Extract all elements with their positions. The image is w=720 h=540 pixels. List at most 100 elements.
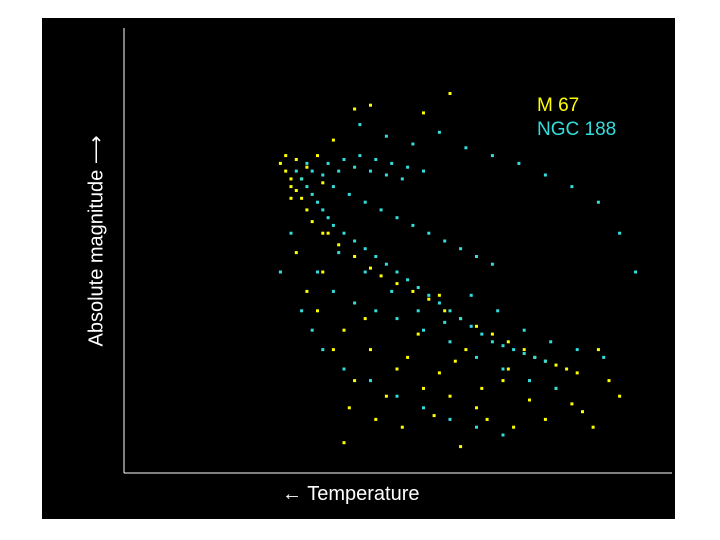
- point-ngc188-70: [448, 417, 452, 421]
- point-ngc188-98: [575, 348, 579, 352]
- point-m67-66: [432, 414, 436, 418]
- point-m67-79: [326, 231, 330, 235]
- point-ngc188-44: [347, 192, 351, 196]
- point-m67-6: [310, 220, 314, 224]
- point-ngc188-19: [459, 317, 463, 321]
- point-m67-15: [443, 309, 447, 313]
- point-ngc188-1: [300, 177, 304, 181]
- point-m67-32: [316, 154, 319, 158]
- point-ngc188-14: [406, 278, 410, 282]
- point-m67-13: [411, 289, 415, 293]
- point-m67-41: [369, 348, 372, 352]
- point-ngc188-39: [353, 165, 357, 169]
- point-ngc188-33: [390, 161, 394, 165]
- point-ngc188-53: [490, 262, 494, 266]
- point-ngc188-29: [326, 161, 330, 165]
- point-m67-0: [284, 169, 288, 173]
- point-ngc188-73: [358, 123, 362, 127]
- point-ngc188-48: [411, 223, 415, 227]
- point-ngc188-10: [363, 247, 367, 251]
- point-ngc188-51: [459, 247, 463, 251]
- point-ngc188-45: [363, 200, 367, 204]
- point-ngc188-43: [331, 185, 335, 189]
- point-ngc188-30: [342, 158, 346, 161]
- point-m67-2: [289, 185, 293, 189]
- point-ngc188-96: [522, 328, 526, 332]
- point-m67-78: [363, 317, 367, 321]
- point-m67-56: [485, 417, 489, 421]
- point-ngc188-87: [300, 309, 304, 313]
- point-m67-28: [294, 158, 298, 161]
- point-ngc188-26: [533, 355, 537, 359]
- point-m67-31: [305, 165, 309, 169]
- legend-entry-m67: M 67: [537, 95, 580, 116]
- point-m67-58: [543, 417, 547, 421]
- point-ngc188-18: [448, 309, 452, 313]
- point-m67-54: [437, 371, 441, 375]
- point-ngc188-42: [400, 177, 404, 181]
- point-ngc188-17: [437, 301, 441, 305]
- point-m67-53: [406, 355, 410, 359]
- point-ngc188-65: [321, 348, 325, 352]
- point-ngc188-11: [374, 255, 378, 258]
- point-ngc188-0: [294, 169, 298, 173]
- point-m67-55: [464, 348, 468, 352]
- point-m67-34: [331, 138, 335, 142]
- point-m67-50: [331, 348, 335, 352]
- point-ngc188-35: [422, 169, 425, 173]
- point-m67-62: [294, 251, 298, 255]
- point-ngc188-95: [496, 309, 500, 313]
- legend-entry-ngc188: NGC 188: [537, 119, 617, 140]
- point-m67-71: [607, 379, 611, 383]
- point-ngc188-32: [374, 158, 378, 161]
- point-m67-67: [453, 359, 457, 363]
- point-m67-24: [565, 367, 569, 371]
- point-m67-30: [289, 196, 293, 200]
- point-m67-8: [337, 243, 341, 247]
- point-m67-46: [501, 379, 505, 383]
- point-ngc188-36: [305, 161, 309, 165]
- point-ngc188-3: [310, 192, 314, 196]
- point-ngc188-77: [464, 146, 468, 150]
- point-m67-74: [459, 445, 463, 449]
- point-ngc188-13: [395, 270, 399, 274]
- point-m67-70: [596, 348, 600, 352]
- point-m67-64: [374, 417, 378, 421]
- point-ngc188-81: [570, 185, 574, 189]
- point-ngc188-46: [379, 208, 383, 212]
- point-ngc188-4: [316, 200, 319, 204]
- point-m67-49: [581, 410, 584, 414]
- point-ngc188-75: [411, 142, 415, 146]
- point-ngc188-40: [369, 169, 372, 173]
- point-ngc188-56: [353, 301, 357, 305]
- point-ngc188-84: [634, 270, 637, 274]
- point-ngc188-23: [501, 344, 505, 348]
- point-m67-12: [395, 282, 399, 286]
- point-ngc188-72: [501, 433, 505, 437]
- point-ngc188-21: [480, 332, 484, 336]
- point-m67-27: [278, 161, 282, 165]
- point-ngc188-71: [475, 425, 478, 429]
- point-ngc188-41: [384, 173, 388, 177]
- point-m67-69: [506, 367, 510, 371]
- point-ngc188-91: [390, 289, 394, 293]
- point-ngc188-31: [358, 154, 362, 158]
- point-ngc188-86: [278, 270, 282, 274]
- point-ngc188-22: [490, 340, 494, 344]
- point-ngc188-82: [596, 200, 600, 204]
- point-m67-1: [289, 177, 293, 181]
- point-ngc188-78: [490, 154, 494, 158]
- point-m67-7: [321, 231, 325, 235]
- point-ngc188-93: [443, 320, 447, 324]
- point-ngc188-69: [422, 406, 425, 410]
- point-ngc188-49: [427, 231, 431, 235]
- point-ngc188-88: [310, 328, 314, 332]
- point-ngc188-7: [331, 223, 335, 227]
- point-m67-47: [528, 398, 531, 402]
- point-ngc188-27: [543, 359, 547, 363]
- hr-diagram-plot: [123, 28, 672, 474]
- legend: M 67 NGC 188: [537, 94, 616, 142]
- point-ngc188-52: [475, 255, 478, 258]
- point-ngc188-90: [363, 270, 367, 274]
- point-ngc188-89: [337, 251, 341, 255]
